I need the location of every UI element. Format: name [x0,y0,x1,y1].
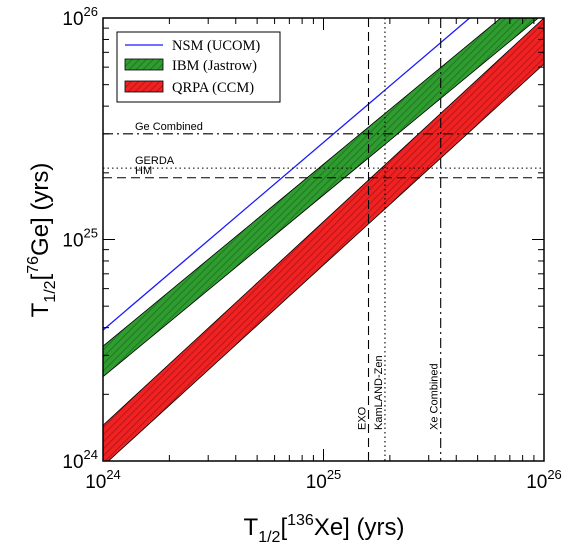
x-tick-exponent: 26 [547,467,561,482]
y-axis-title-sup: 76 [25,256,42,274]
y-tick-base: 10 [62,231,83,252]
x-tick-exponent: 25 [327,467,341,482]
reflabel-gerda: GERDA [135,155,175,167]
reflabel-ge-combined: Ge Combined [135,121,203,133]
x-axis-title-sup: 136 [287,512,314,529]
y-tick-exponent: 26 [84,4,98,19]
x-tick-base: 10 [85,472,106,493]
x-tick-label: 1025 [306,467,342,493]
reflabel-xe-combined: Xe Combined [429,363,441,430]
reflabel-exo: EXO [357,406,369,430]
y-tick-base: 10 [62,9,83,30]
y-axis-title-prefix: T [27,302,54,317]
legend-label-nsm: NSM (UCOM) [172,38,260,54]
x-axis-title-element: Xe [314,514,343,541]
y-axis-title-sub: 1/2 [42,280,59,302]
x-axis-title-sub: 1/2 [258,529,280,546]
x-tick-base: 10 [306,472,327,493]
series-band-qrpa-ccm [103,18,544,461]
x-tick-label: 1026 [526,467,562,493]
reference-lines [103,18,544,461]
y-tick-exponent: 24 [84,447,98,462]
legend-label-qrpa: QRPA (CCM) [172,80,254,96]
y-axis-title: T1/2[76Ge] (yrs) [25,163,59,318]
series-line-nsm-ucom [103,18,471,331]
reflabel-kamland-zen: KamLAND-Zen [373,355,385,430]
x-axis-title: T1/2[136Xe] (yrs) [244,512,405,546]
y-tick-label: 1025 [62,226,98,252]
x-axis-title-close: ] (yrs) [343,514,404,541]
y-axis-title-close: ] (yrs) [27,163,54,224]
y-tick-label: 1026 [62,4,98,30]
y-tick-base: 10 [62,452,83,473]
plot-area [103,18,544,461]
x-tick-exponent: 24 [106,467,120,482]
legend: NSM (UCOM) IBM (Jastrow) QRPA (CCM) [116,31,281,103]
y-axis-title-open: [ [27,273,54,280]
x-axis-title-prefix: T [244,514,259,541]
series-layer [103,18,544,461]
reflabel-hm: HM [135,165,152,177]
legend-swatch-qrpa [124,80,164,93]
series-band-ibm-jastrow [103,18,539,378]
y-tick-label: 1024 [62,447,98,473]
legend-swatch-ibm [124,58,164,71]
x-axis-title-open: [ [280,514,287,541]
x-tick-base: 10 [526,472,547,493]
legend-label-ibm: IBM (Jastrow) [172,58,257,74]
y-tick-exponent: 25 [84,226,98,241]
x-tick-label: 1024 [85,467,121,493]
y-axis-title-element: Ge [27,224,54,256]
